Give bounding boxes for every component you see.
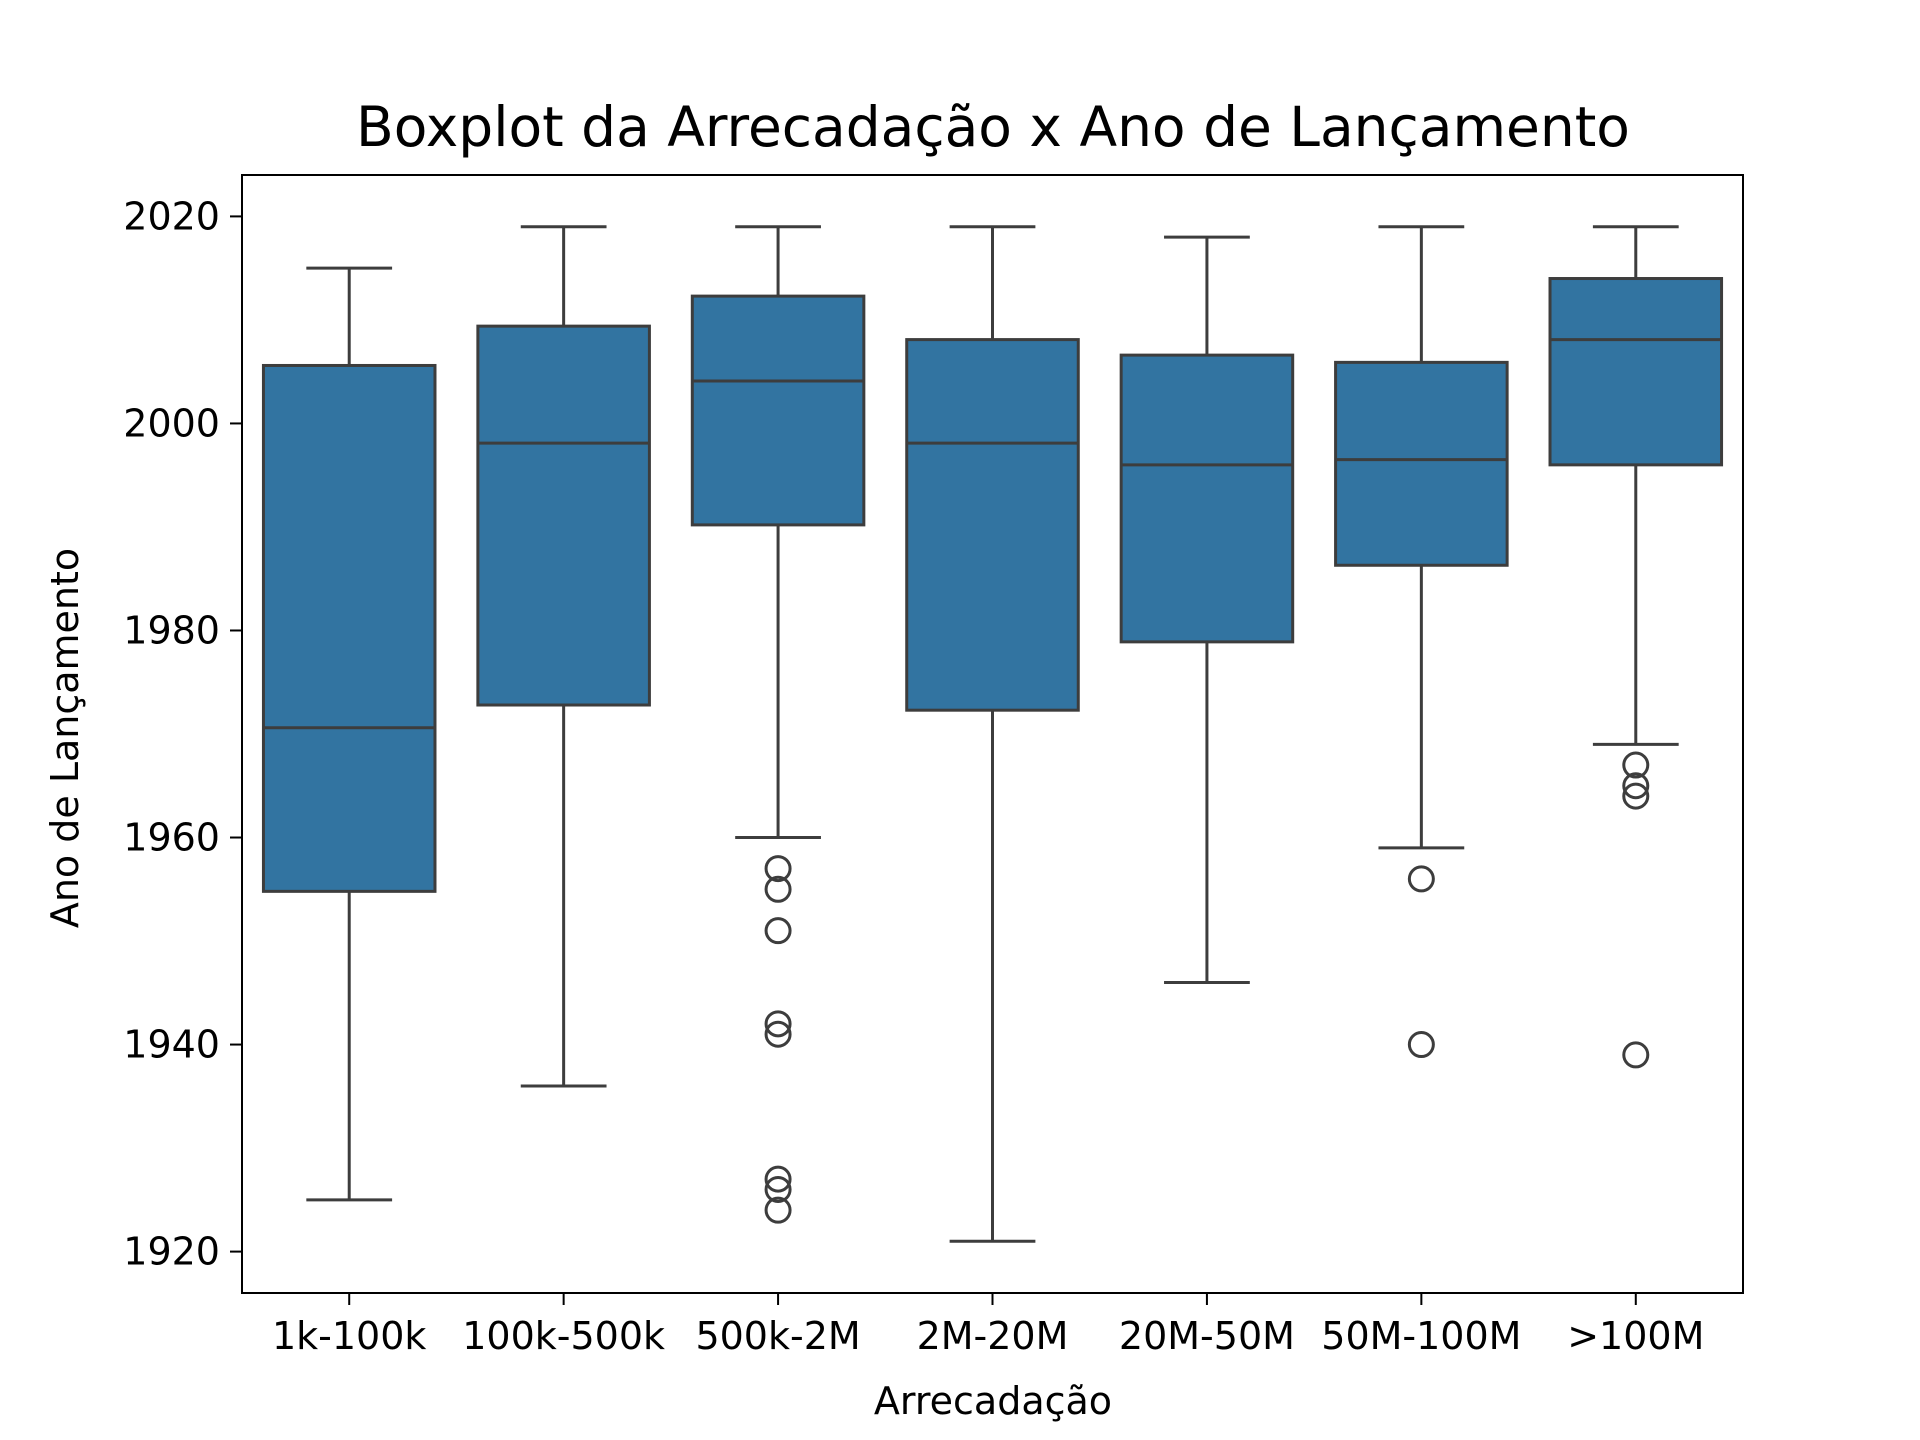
box [690, 294, 866, 527]
x-tick-label: >100M [1567, 1314, 1704, 1358]
box [1548, 277, 1724, 467]
box-group-50M-100M [1334, 225, 1509, 1059]
outlier-point [764, 1175, 792, 1203]
outlier-point [1407, 1031, 1435, 1059]
outlier-point [764, 917, 792, 945]
outlier-point [1622, 751, 1650, 779]
outlier-point [764, 1020, 792, 1048]
x-axis-ticks: 1k-100k 100k-500k 500k-2M 2M-20M 20M-50M 50M-… [272, 1293, 1704, 1358]
outlier-point [1407, 865, 1435, 893]
outlier-point [764, 1165, 792, 1193]
box [905, 338, 1080, 712]
x-tick-label: 1k-100k [272, 1314, 426, 1358]
x-tick-label: 2M-20M [917, 1314, 1069, 1358]
box-group-1k-100k [261, 266, 437, 1202]
y-tick-label: 2020 [123, 194, 220, 238]
y-axis-ticks: 1920 1940 1960 1980 2000 2020 [123, 194, 242, 1274]
box-group-100k-500k [476, 225, 651, 1088]
x-tick-label: 50M-100M [1321, 1314, 1521, 1358]
y-tick-label: 1980 [123, 608, 220, 652]
box [1334, 360, 1509, 567]
y-tick-label: 1940 [123, 1023, 220, 1067]
x-tick-label: 100k-500k [462, 1314, 665, 1358]
y-tick-label: 1920 [123, 1230, 220, 1274]
y-tick-label: 1960 [123, 816, 220, 860]
plot-area [261, 225, 1724, 1243]
outlier-point [1622, 1041, 1650, 1069]
box-group-20M-50M [1119, 235, 1295, 984]
box [1119, 353, 1295, 644]
outlier-point [764, 855, 792, 883]
y-tick-label: 2000 [123, 401, 220, 445]
x-axis-label: Arrecadação [874, 1379, 1112, 1423]
plot-frame [241, 174, 1744, 1294]
outlier-point [764, 1196, 792, 1224]
outlier-point [1622, 772, 1650, 800]
x-tick-label: 20M-50M [1119, 1314, 1295, 1358]
outlier-point [764, 1010, 792, 1038]
box [476, 324, 651, 707]
chart-title: Boxplot da Arrecadação x Ano de Lançamen… [356, 95, 1630, 159]
outlier-point [1622, 782, 1650, 810]
box-group-500k-2M [690, 225, 866, 1224]
box-group->100M [1548, 225, 1724, 1069]
box-group-2M-20M [905, 225, 1080, 1243]
y-axis-label: Ano de Lançamento [43, 548, 87, 928]
x-tick-label: 500k-2M [695, 1314, 860, 1358]
box [261, 363, 437, 893]
outlier-point [764, 875, 792, 903]
